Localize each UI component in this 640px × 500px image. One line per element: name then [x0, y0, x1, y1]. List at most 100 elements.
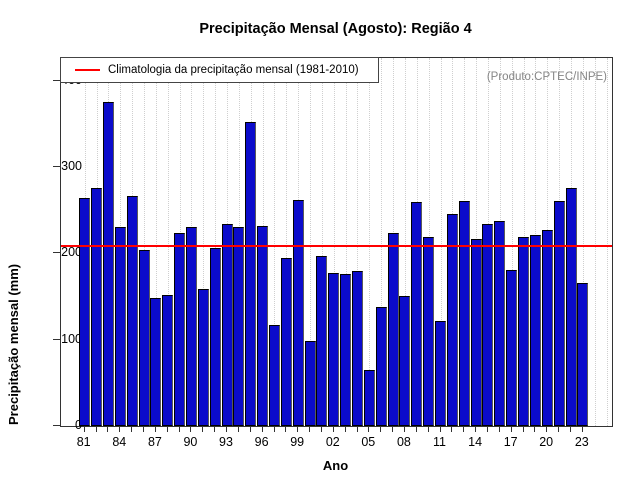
- x-tick: [427, 426, 429, 432]
- y-tick: [53, 338, 60, 340]
- bar-2011: [435, 320, 446, 426]
- x-tick-label: 20: [539, 435, 554, 449]
- x-tick: [546, 426, 548, 432]
- vertical-gridline: [594, 58, 596, 426]
- x-tick: [475, 426, 477, 432]
- vertical-gridline: [321, 58, 323, 426]
- bar-1981: [79, 197, 91, 426]
- x-tick: [178, 426, 180, 432]
- x-tick: [392, 426, 394, 432]
- x-tick: [202, 426, 204, 432]
- bar-2018: [518, 236, 529, 426]
- x-tick-label: 90: [183, 435, 198, 449]
- x-tick-label: 87: [147, 435, 162, 449]
- x-tick: [356, 426, 358, 432]
- y-tick: [53, 252, 60, 254]
- bar-2012: [446, 214, 458, 426]
- bar-2017: [506, 269, 518, 426]
- y-tick-label: 300: [61, 158, 82, 173]
- x-tick: [119, 426, 121, 432]
- vertical-gridline: [167, 58, 169, 426]
- x-tick: [237, 426, 239, 432]
- bar-1992: [209, 248, 221, 426]
- x-tick: [368, 426, 370, 432]
- vertical-gridline: [155, 58, 157, 426]
- bar-1989: [174, 233, 186, 426]
- bar-1995: [245, 121, 257, 426]
- vertical-gridline: [274, 58, 276, 426]
- vertical-gridline: [369, 58, 371, 426]
- bar-2015: [482, 223, 494, 426]
- x-tick: [131, 426, 133, 432]
- x-tick: [534, 426, 536, 432]
- plot-area: Climatologia da precipitação mensal (198…: [60, 57, 613, 427]
- bar-1990: [185, 226, 197, 426]
- vertical-gridline: [381, 58, 383, 426]
- x-tick: [285, 426, 287, 432]
- bar-1984: [114, 226, 126, 426]
- x-tick: [486, 426, 488, 432]
- x-axis-title: Ano: [322, 458, 349, 473]
- vertical-gridline: [345, 58, 347, 426]
- y-tick-label: 100: [61, 331, 82, 346]
- chart-title: Precipitação Mensal (Agosto): Região 4: [199, 21, 472, 37]
- y-tick: [53, 165, 60, 167]
- vertical-gridline: [203, 58, 205, 426]
- x-tick: [510, 426, 512, 432]
- vertical-gridline: [404, 58, 406, 426]
- x-tick: [273, 426, 275, 432]
- bar-2019: [529, 235, 541, 426]
- y-tick: [53, 79, 60, 81]
- bar-1987: [150, 298, 162, 426]
- vertical-gridline: [511, 58, 513, 426]
- bar-1998: [280, 258, 292, 426]
- x-tick: [522, 426, 524, 432]
- vertical-gridline: [357, 58, 359, 426]
- x-tick: [190, 426, 192, 432]
- bar-1983: [102, 102, 114, 426]
- x-tick-label: 23: [574, 435, 589, 449]
- x-tick-label: 99: [290, 435, 305, 449]
- x-tick-label: 14: [468, 435, 483, 449]
- x-tick-label: 02: [325, 435, 340, 449]
- bar-2000: [304, 341, 316, 426]
- bar-2023: [577, 282, 589, 426]
- bar-1993: [221, 223, 233, 426]
- bar-2010: [423, 236, 435, 426]
- bar-2007: [387, 233, 399, 426]
- x-tick-label: 81: [76, 435, 91, 449]
- x-tick: [309, 426, 310, 432]
- produto-annotation: (Produto:CPTEC/INPE): [486, 71, 607, 83]
- x-tick: [166, 426, 168, 432]
- vertical-gridline: [144, 58, 145, 426]
- bar-2022: [565, 187, 577, 426]
- vertical-gridline: [440, 58, 442, 426]
- x-tick: [581, 426, 583, 432]
- bar-2021: [553, 201, 565, 426]
- bar-1982: [91, 188, 103, 426]
- bar-2005: [363, 369, 375, 426]
- x-tick: [332, 426, 334, 432]
- x-tick: [344, 426, 346, 432]
- vertical-gridline: [582, 58, 584, 426]
- bar-1999: [292, 199, 304, 426]
- bar-1986: [138, 249, 150, 426]
- climatology-line: [61, 245, 612, 248]
- y-tick-label: 200: [61, 245, 82, 260]
- bar-2020: [541, 229, 553, 426]
- x-tick-label: 17: [503, 435, 518, 449]
- bar-2006: [375, 306, 387, 426]
- vertical-gridline: [286, 58, 288, 426]
- vertical-gridline: [333, 58, 335, 426]
- x-tick-label: 84: [112, 435, 127, 449]
- x-tick: [320, 426, 322, 432]
- vertical-gridline: [310, 58, 312, 426]
- x-tick: [403, 426, 405, 432]
- x-tick-label: 96: [254, 435, 269, 449]
- x-tick: [249, 426, 251, 432]
- vertical-gridline: [606, 58, 608, 426]
- x-tick-label: 08: [396, 435, 411, 449]
- x-tick: [107, 426, 109, 432]
- x-tick: [95, 426, 97, 432]
